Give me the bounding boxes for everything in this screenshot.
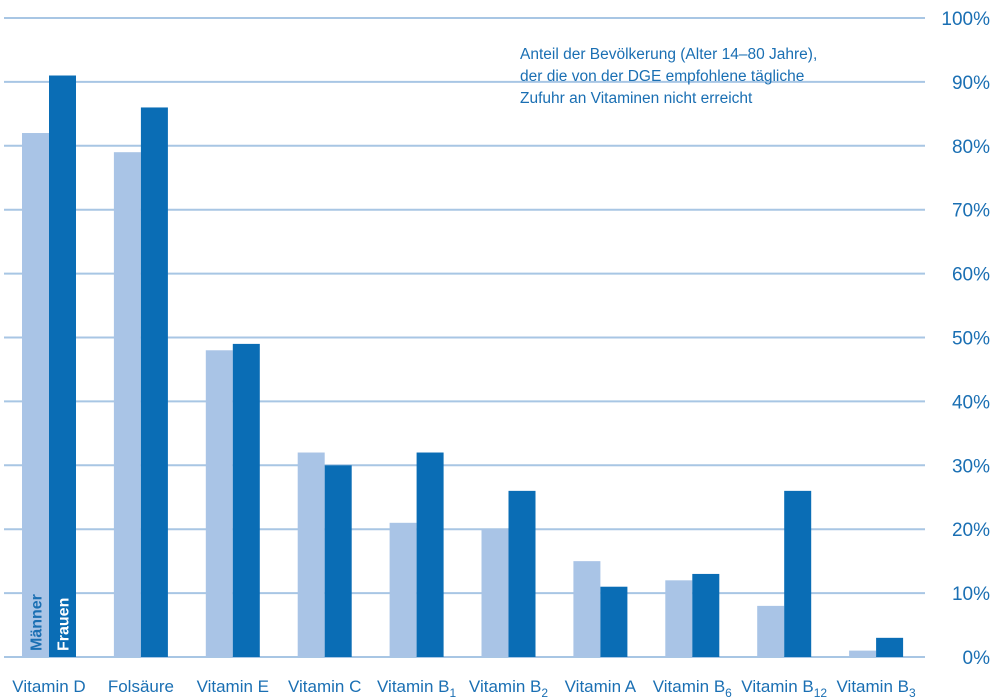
y-tick-label: 50% — [952, 329, 990, 350]
bar-frauen — [140, 107, 168, 657]
annotation-line-3: Zufuhr an Vitaminen nicht erreicht — [520, 90, 753, 107]
bar-frauen — [49, 75, 76, 657]
x-tick-label: Vitamin B3 — [837, 677, 916, 699]
y-tick-label: 30% — [952, 456, 990, 477]
bar-maenner — [481, 529, 509, 657]
bar-frauen — [508, 490, 536, 657]
y-tick-label: 70% — [952, 201, 990, 222]
bar-frauen — [416, 452, 444, 657]
bar-frauen — [600, 586, 628, 657]
y-tick-label: 60% — [952, 265, 990, 286]
x-axis-labels: Vitamin D Folsäure Vitamin E Vitamin C Vitam… — [12, 677, 916, 699]
y-tick-label: 20% — [952, 520, 990, 541]
x-tick-label: Vitamin A — [565, 677, 637, 696]
x-tick-label: Vitamin D — [12, 677, 85, 696]
x-tick-label: Vitamin C — [288, 677, 361, 696]
annotation-line-2: der die von der DGE empfohlene tägliche — [520, 68, 805, 85]
bar-maenner — [22, 133, 49, 657]
bar-maenner — [389, 522, 417, 657]
chart-annotation: Anteil der Bevölkerung (Alter 14–80 Jahr… — [520, 44, 900, 110]
y-tick-label: 80% — [952, 137, 990, 158]
y-tick-label: 40% — [952, 392, 990, 413]
bar-frauen — [876, 637, 904, 657]
y-tick-label: 90% — [952, 73, 990, 94]
bar-maenner — [849, 650, 877, 657]
bar-frauen — [232, 343, 260, 657]
bar-maenner — [113, 152, 141, 657]
bar-maenner — [665, 580, 693, 657]
y-axis-ticks: 0% 10% 20% 30% 40% 50% 60% 70% 80% 90% 100% — [941, 9, 990, 669]
x-tick-label: Vitamin B12 — [741, 677, 827, 699]
bar-frauen — [784, 490, 812, 657]
x-tick-label: Vitamin B1 — [377, 677, 456, 699]
y-tick-label: 10% — [952, 584, 990, 605]
bar-maenner — [205, 350, 233, 657]
y-tick-label: 0% — [963, 648, 991, 669]
x-tick-label: Folsäure — [108, 677, 174, 696]
annotation-line-1: Anteil der Bevölkerung (Alter 14–80 Jahr… — [520, 46, 818, 63]
bar-frauen — [324, 465, 352, 657]
bar-maenner — [573, 561, 601, 657]
bar-maenner — [757, 605, 785, 657]
legend-label-maenner: Männer — [29, 594, 46, 651]
bars — [22, 75, 904, 657]
bar-frauen — [692, 573, 720, 657]
legend: Männer Frauen — [29, 594, 73, 651]
x-tick-label: Vitamin B6 — [653, 677, 732, 699]
bar-maenner — [297, 452, 325, 657]
x-tick-label: Vitamin B2 — [469, 677, 548, 699]
y-tick-label: 100% — [941, 9, 990, 30]
legend-label-frauen: Frauen — [56, 598, 73, 651]
x-tick-label: Vitamin E — [197, 677, 269, 696]
